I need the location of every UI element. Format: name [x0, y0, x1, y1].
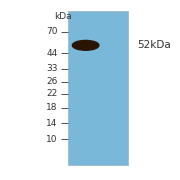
Text: 26: 26	[46, 77, 57, 86]
Text: 18: 18	[46, 103, 57, 112]
Text: 70: 70	[46, 28, 57, 37]
Bar	[68, 10, 128, 165]
Text: 10: 10	[46, 135, 57, 144]
Text: kDa: kDa	[54, 12, 71, 21]
Text: 33: 33	[46, 64, 57, 73]
Text: 14: 14	[46, 119, 57, 128]
Text: 22: 22	[46, 89, 57, 98]
Text: 44: 44	[46, 49, 57, 58]
Ellipse shape	[72, 40, 99, 50]
Text: 52kDa: 52kDa	[137, 40, 171, 50]
